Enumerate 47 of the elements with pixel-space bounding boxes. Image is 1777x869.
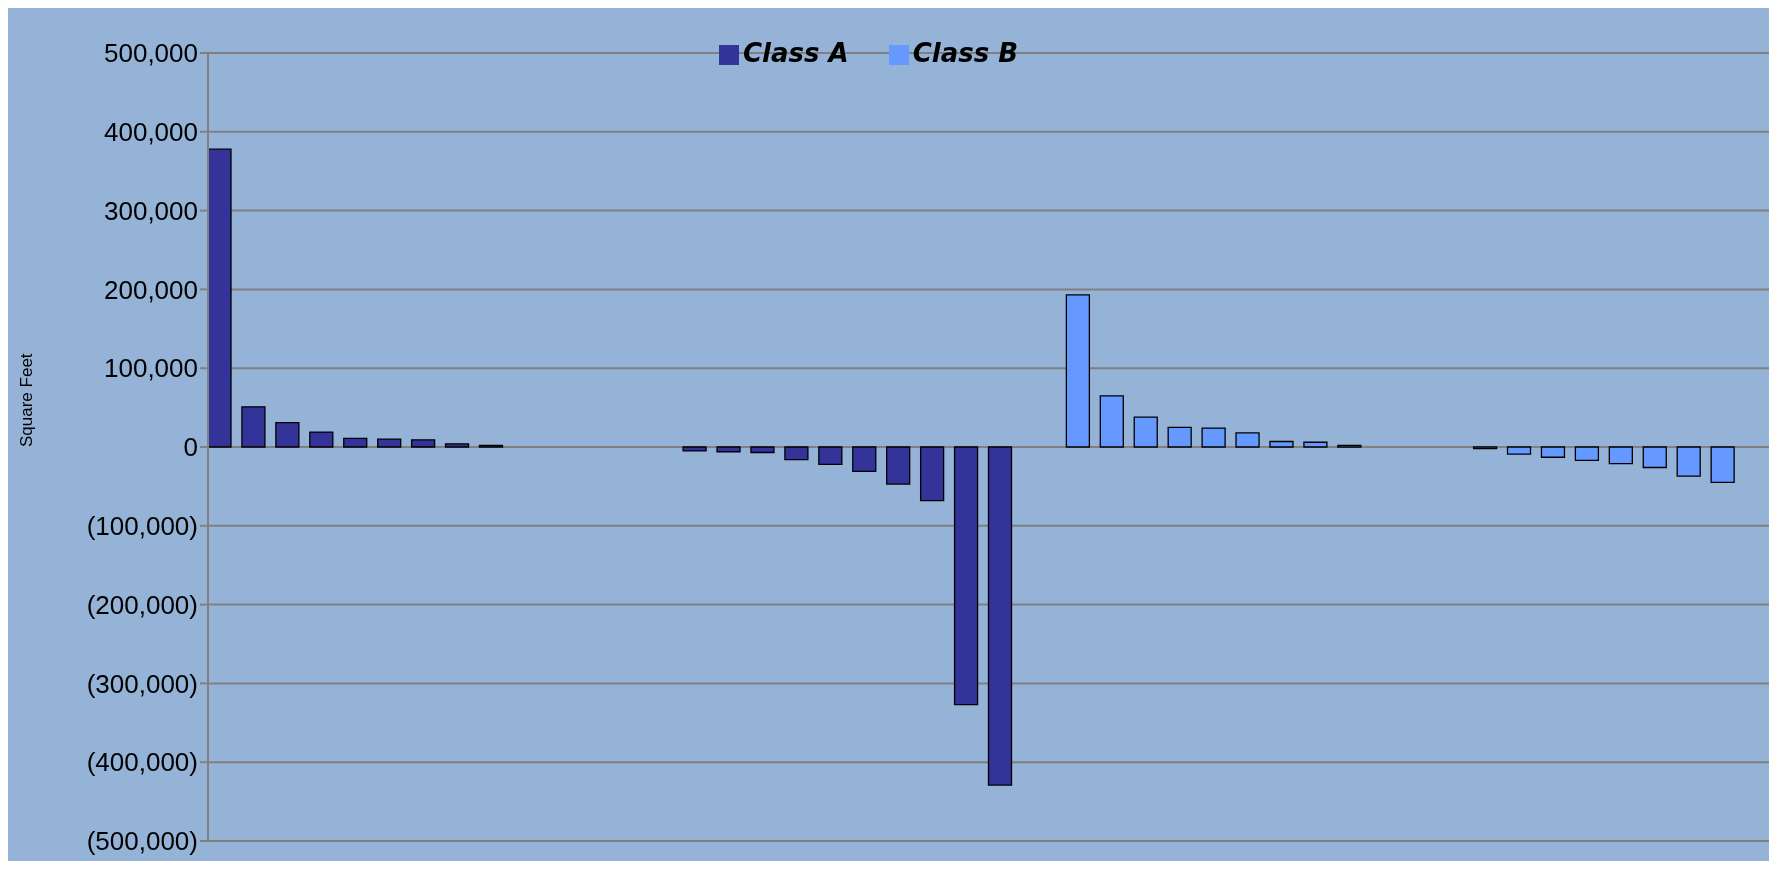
y-tick-label: (200,000) [86,589,198,620]
bar [343,437,368,448]
y-tick-label: 300,000 [104,195,198,226]
bar [682,446,707,452]
bar [818,446,843,465]
bar [784,446,809,461]
bar [1540,446,1566,458]
y-tick-label: (300,000) [86,668,198,699]
bar [1133,416,1158,448]
bar [241,406,266,448]
y-tick-label: (500,000) [86,826,198,857]
y-axis-title: Square Feet [17,353,37,447]
y-tick-label: 500,000 [104,38,198,69]
bar [1201,427,1226,448]
bar [987,446,1013,786]
y-tick-label: (100,000) [86,511,198,542]
legend-label: Class A [742,38,849,68]
bar [207,148,232,448]
bar [1235,432,1260,448]
bar [1269,440,1294,448]
bar [1506,446,1532,455]
bar [1099,395,1124,448]
y-tick-label: 400,000 [104,117,198,148]
y-tick-label: (400,000) [86,747,198,778]
bar [953,446,979,706]
bar [410,439,436,448]
bar [444,443,470,448]
bar [275,421,300,448]
bar [919,446,945,502]
bar [1642,446,1667,469]
bar [852,446,877,473]
bar [1065,294,1091,448]
bar [1303,441,1328,448]
y-tick-label: 100,000 [104,353,198,384]
y-tick-label: 0 [183,432,198,463]
bar [1574,446,1600,462]
bar [1676,446,1701,477]
bar [377,438,402,448]
bar [1710,446,1735,484]
bar [309,431,334,448]
bar [1608,446,1633,465]
legend-label: Class B [912,38,1019,68]
bar [886,446,911,485]
bar [1167,426,1192,448]
bar [750,446,775,454]
bar [716,446,741,453]
y-tick-label: 200,000 [104,274,198,305]
